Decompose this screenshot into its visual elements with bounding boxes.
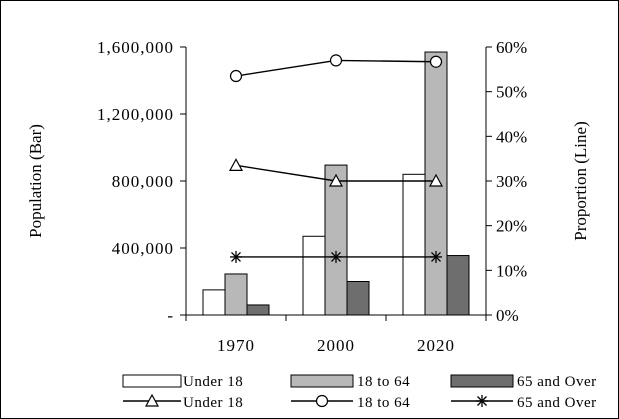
- y-axis-left-title: Population (Bar): [26, 124, 45, 238]
- bar: [324, 164, 348, 316]
- legend-label: Under 18: [183, 395, 243, 411]
- legend-label: 18 to 64: [357, 395, 410, 411]
- y-right-tick-label: 20%: [496, 217, 527, 236]
- y-right-tick-label: 40%: [496, 127, 527, 146]
- bar-series: [202, 51, 470, 316]
- bar: [224, 273, 248, 316]
- legend-item-bar: 18 to 64: [290, 374, 410, 390]
- x-tick-label: 2020: [417, 336, 455, 355]
- legend-item-line: 18 to 64: [291, 394, 410, 411]
- line-point: [430, 250, 442, 263]
- line-point: [315, 394, 329, 408]
- line-point: [144, 393, 160, 407]
- y-left-tick-label: 800,000: [112, 172, 174, 191]
- legend-item-bar: 65 and Over: [450, 374, 597, 390]
- bar: [202, 289, 226, 316]
- y-right-tick-label: 50%: [496, 83, 527, 102]
- bar: [302, 235, 326, 316]
- line-point: [330, 250, 342, 263]
- x-tick-label: 2000: [317, 336, 355, 355]
- y-left-tick-label: 400,000: [112, 239, 174, 258]
- legend-label: 18 to 64: [357, 374, 410, 390]
- y-right-tick-label: 30%: [496, 172, 527, 191]
- bar: [446, 255, 470, 316]
- y-right-tick-label: 0%: [496, 306, 519, 325]
- line-point: [428, 173, 444, 187]
- bar: [402, 173, 426, 316]
- legend-label: Under 18: [183, 374, 243, 390]
- legend-label: 65 and Over: [517, 395, 597, 411]
- legend-swatch: [122, 374, 182, 388]
- bar: [246, 304, 270, 316]
- line-point: [228, 158, 244, 171]
- legend-label: 65 and Over: [517, 374, 597, 390]
- legend-item-bar: Under 18: [122, 374, 243, 390]
- line-point: [229, 69, 243, 83]
- bar: [346, 281, 370, 316]
- tick-labels: - 400,000 800,000 1,200,000 1,600,000 0% 10% 20…: [97, 38, 527, 355]
- x-tick-label: 1970: [217, 336, 255, 355]
- legend-item-line: 65 and Over: [451, 395, 597, 411]
- line-point: [429, 55, 443, 68]
- line-point: [329, 54, 343, 67]
- line-series: [228, 54, 444, 263]
- y-left-tick-label: -: [167, 306, 174, 325]
- line-point: [476, 395, 488, 407]
- y-right-tick-label: 60%: [496, 38, 527, 57]
- legend: Under 18 18 to 64 65 and Over Under 18 18 to…: [122, 374, 597, 411]
- y-left-tick-label: 1,200,000: [97, 105, 174, 124]
- y-right-tick-label: 10%: [496, 261, 527, 280]
- y-axis-right-title: Proportion (Line): [571, 121, 590, 240]
- line-point: [328, 173, 344, 187]
- legend-swatch: [450, 374, 514, 388]
- line-point: [230, 250, 242, 263]
- legend-item-line: Under 18: [123, 393, 243, 411]
- y-left-tick-label: 1,600,000: [97, 38, 174, 57]
- legend-swatch: [290, 374, 354, 388]
